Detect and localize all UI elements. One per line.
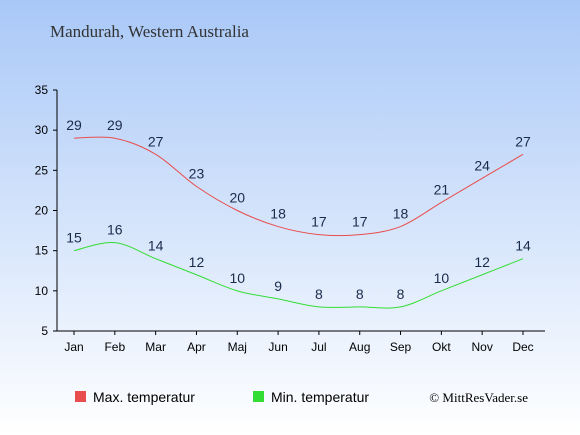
- data-label-max: 27: [515, 133, 531, 149]
- data-label-max: 17: [352, 214, 368, 230]
- legend-swatch-min: [253, 391, 264, 402]
- x-tick-label: Dec: [512, 340, 533, 354]
- chart-title: Mandurah, Western Australia: [50, 22, 249, 41]
- x-tick-label: Okt: [432, 340, 451, 354]
- x-tick-label: Feb: [104, 340, 125, 354]
- x-tick-label: Maj: [228, 340, 247, 354]
- data-label-min: 14: [515, 238, 531, 254]
- y-ticks: 5 10 15 20 25 30 35: [35, 83, 57, 338]
- legend-label-max: Max. temperatur: [93, 389, 195, 405]
- data-label-max: 23: [189, 165, 205, 181]
- data-label-min: 8: [315, 286, 323, 302]
- credit-text: © MittResVader.se: [429, 390, 528, 405]
- x-tick-label: Aug: [349, 340, 370, 354]
- data-label-min: 8: [356, 286, 364, 302]
- data-label-max: 18: [393, 206, 409, 222]
- data-label-max: 20: [229, 190, 245, 206]
- data-label-max: 24: [474, 157, 490, 173]
- data-label-min: 12: [189, 254, 205, 270]
- y-tick-label: 15: [35, 244, 49, 258]
- x-tick-label: Jul: [311, 340, 326, 354]
- data-label-max: 17: [311, 214, 327, 230]
- series-lines: [73, 136, 524, 309]
- data-label-min: 9: [274, 278, 282, 294]
- legend: Max. temperatur Min. temperatur: [75, 389, 369, 405]
- legend-swatch-max: [75, 391, 86, 402]
- y-tick-label: 5: [41, 324, 48, 338]
- x-tick-label: Nov: [472, 340, 493, 354]
- data-label-min: 12: [474, 254, 490, 270]
- x-tick-label: Jun: [268, 340, 287, 354]
- legend-label-min: Min. temperatur: [271, 389, 369, 405]
- x-tick-label: Jan: [64, 340, 83, 354]
- data-label-min: 16: [107, 222, 123, 238]
- data-label-min: 10: [434, 270, 450, 286]
- series-line-min: [73, 242, 524, 309]
- x-tick-label: Sep: [390, 340, 412, 354]
- data-label-max: 18: [270, 206, 286, 222]
- y-tick-label: 20: [35, 204, 49, 218]
- y-tick-label: 30: [35, 123, 49, 137]
- x-tick-label: Apr: [187, 340, 206, 354]
- data-label-min: 15: [66, 230, 82, 246]
- y-tick-label: 25: [35, 163, 49, 177]
- x-ticks: Jan Feb Mar Apr Maj Jun Jul Aug Sep Okt Nov Dec: [64, 331, 534, 354]
- data-label-min: 14: [148, 238, 164, 254]
- data-label-max: 29: [66, 117, 82, 133]
- data-label-max: 21: [434, 181, 450, 197]
- x-tick-label: Mar: [145, 340, 166, 354]
- y-tick-label: 35: [35, 83, 49, 97]
- data-labels: 29 29 27 23 20 18 17 17 18 21 24 27 15 16 14 12 10 9 8 8 8 10…: [66, 117, 531, 302]
- data-label-min: 10: [229, 270, 245, 286]
- data-label-max: 29: [107, 117, 123, 133]
- data-label-min: 8: [397, 286, 405, 302]
- series-line-max: [73, 136, 524, 237]
- data-label-max: 27: [148, 133, 164, 149]
- y-tick-label: 10: [35, 284, 49, 298]
